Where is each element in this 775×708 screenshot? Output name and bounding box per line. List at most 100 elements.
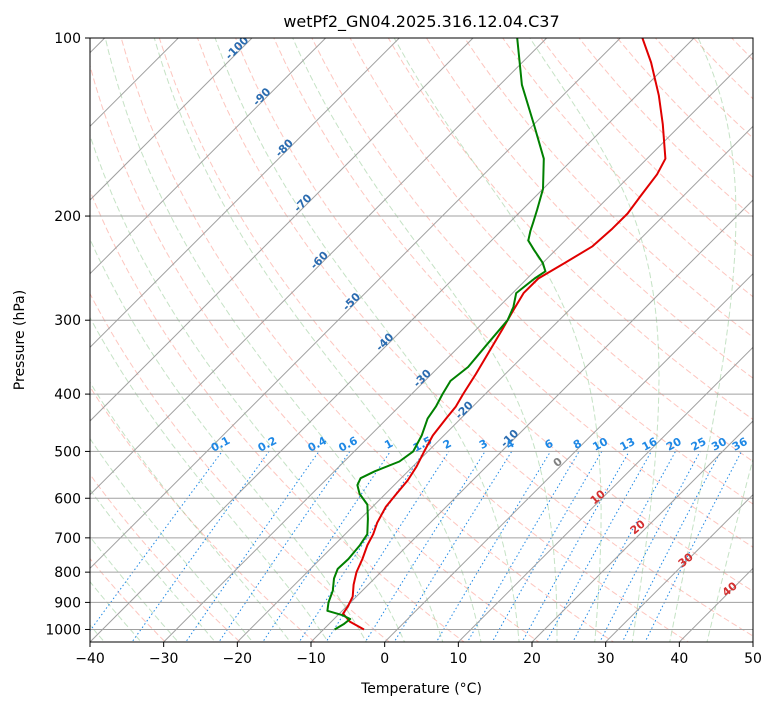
adiabat-label: 10 (588, 487, 608, 507)
mixing-ratio-line (131, 451, 270, 642)
isotherm-line (90, 38, 695, 642)
mixing-ratio-label: 13 (618, 435, 638, 454)
moist-adiabat (706, 457, 753, 642)
isotherm-line (90, 38, 548, 496)
chart-title: wetPf2_GN04.2025.316.12.04.C37 (283, 12, 559, 32)
x-tick-label: −40 (75, 651, 105, 667)
isotherm-line (90, 38, 327, 275)
isotherm-line (162, 51, 753, 642)
moist-adiabat (292, 38, 558, 642)
y-axis-label: Pressure (hPa) (12, 290, 28, 390)
x-tick-label: 20 (523, 651, 541, 667)
y-tick-label: 1000 (45, 622, 81, 638)
isotherm-line (0, 11, 58, 654)
dry-adiabat (120, 38, 615, 642)
dry-adiabat (387, 38, 753, 421)
isotherm-label: -20 (453, 398, 476, 421)
isotherm-line (90, 38, 253, 201)
y-axis-ticks: 1000 900 800 700 600 500 400 300 200 100 (45, 31, 90, 638)
mixing-ratio-label: 6 (543, 437, 556, 452)
mixing-ratio-line (644, 451, 742, 642)
isotherm-line (383, 272, 753, 642)
mixing-ratio-line (466, 451, 580, 642)
profile-series (326, 38, 667, 631)
isotherm-label: -30 (411, 367, 434, 390)
mixing-ratio-line (325, 451, 450, 642)
dry-adiabat (90, 473, 241, 642)
isotherm-line (90, 38, 180, 128)
dry-adiabat (731, 38, 753, 61)
dry-adiabat (90, 557, 167, 642)
isotherm-line (90, 38, 401, 349)
mixing-ratio-label: 16 (640, 435, 660, 454)
mixing-ratio-label: 20 (664, 435, 684, 454)
dry-adiabat (744, 11, 775, 654)
isotherm-label: -70 (291, 191, 314, 214)
dry-adiabat (158, 38, 690, 642)
dry-adiabat (578, 38, 753, 218)
plot-frame (89, 37, 754, 643)
pressure-grid (0, 11, 753, 654)
y-tick-label: 500 (54, 444, 81, 460)
dry-adiabat (90, 292, 391, 642)
temperature-profile (342, 38, 667, 631)
dry-adiabat (90, 385, 316, 642)
x-tick-label: 10 (449, 651, 467, 667)
moist-adiabat (104, 38, 444, 642)
x-tick-label: −20 (223, 651, 253, 667)
adiabat-label: 0 (551, 455, 565, 470)
moist-adiabat (90, 488, 216, 642)
mixing-ratio-label: 10 (590, 435, 610, 454)
x-axis-ticks: −40 −30 −20 −10 0 10 20 30 40 50 (75, 642, 762, 667)
mixing-ratio-line (521, 451, 630, 642)
adiabat-label: 20 (628, 517, 648, 537)
moist-adiabat (90, 536, 179, 642)
isotherm-line (457, 346, 753, 642)
mixing-ratio-label: 2 (441, 437, 454, 452)
x-tick-label: 0 (380, 651, 389, 667)
x-axis-label: Temperature (°C) (360, 681, 482, 697)
dry-adiabat (425, 38, 753, 379)
moist-adiabat (90, 316, 329, 642)
y-tick-label: 300 (54, 313, 81, 329)
dewpoint-profile (326, 38, 547, 631)
isotherm-line (90, 38, 474, 422)
y-tick-label: 600 (54, 491, 81, 507)
y-tick-label: 100 (54, 31, 81, 47)
y-tick-label: 900 (54, 595, 81, 611)
isotherm-line (604, 493, 753, 642)
dry-adiabat (464, 38, 753, 338)
dry-adiabat (196, 38, 753, 637)
y-tick-label: 700 (54, 531, 81, 547)
adiabat-label: 30 (676, 550, 696, 570)
mixing-ratio-label: 25 (689, 435, 709, 454)
moist-adiabat (90, 437, 254, 642)
mixing-ratio-line (435, 451, 552, 642)
moist-adiabat (214, 38, 520, 642)
mixing-ratio-line (364, 451, 486, 642)
mixing-ratio-line (621, 451, 722, 642)
mixing-ratio-label: 30 (709, 435, 729, 454)
isotherm-label: -40 (373, 330, 396, 353)
x-tick-label: 50 (744, 651, 762, 667)
x-tick-label: 40 (670, 651, 688, 667)
reference-labels: -100-90-80-70-60-50-40-30-20-100.1 0.2 0.4… (209, 38, 750, 599)
isotherm-line (236, 125, 753, 642)
isotherm-line (531, 420, 753, 642)
isotherm-label: -80 (273, 136, 296, 159)
x-tick-label: 30 (597, 651, 615, 667)
mixing-ratio-line (262, 451, 391, 642)
moist-adiabat (529, 38, 660, 642)
dry-adiabat (90, 63, 540, 642)
y-tick-label: 800 (54, 565, 81, 581)
dry-adiabat (311, 38, 753, 505)
dry-adiabat (349, 38, 753, 463)
y-tick-label: 200 (54, 209, 81, 225)
y-tick-label: 400 (54, 387, 81, 403)
isotherm-line (90, 38, 622, 570)
mixing-ratio-label: 3 (477, 437, 490, 452)
isotherm-label: -90 (250, 85, 273, 108)
dry-adiabat (235, 38, 753, 592)
dry-adiabat (540, 38, 753, 258)
